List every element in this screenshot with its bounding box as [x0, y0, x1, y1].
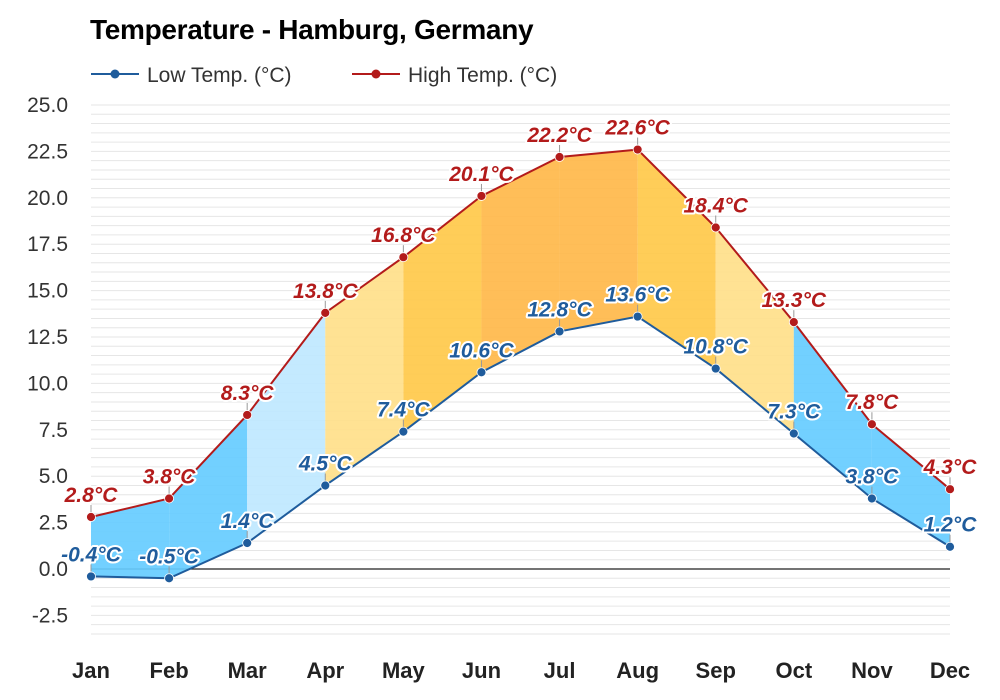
y-tick-label: 22.5 [27, 140, 68, 163]
low-temp-label: -0.5°C [139, 545, 200, 568]
high-temp-label: 18.4°C [684, 194, 749, 217]
low-temp-line [90, 315, 951, 580]
x-tick-label: Dec [930, 658, 970, 683]
high-temp-legend-marker [371, 69, 381, 79]
high-temp-point [476, 191, 487, 201]
range-band [169, 414, 248, 579]
range-band [247, 312, 326, 544]
range-band [871, 424, 950, 547]
high-temp-label: 7.8°C [846, 391, 900, 414]
high-temp-point [710, 222, 721, 233]
range-band [559, 149, 638, 332]
high-temp-point [867, 419, 877, 430]
y-tick-label: 17.5 [27, 233, 68, 256]
low-temp-point [867, 493, 877, 504]
high-temp-label: 20.1°C [448, 163, 514, 186]
low-temp-point [632, 311, 643, 322]
low-temp-point [945, 541, 955, 552]
low-temp-point [164, 573, 174, 584]
low-temp-point [788, 428, 799, 439]
y-tick-label: 10.0 [27, 372, 68, 395]
series-points [86, 137, 955, 584]
range-band [325, 257, 404, 486]
low-temp-label: 4.5°C [298, 452, 353, 475]
y-tick-label: 5.0 [39, 465, 68, 488]
low-temp-point [86, 571, 96, 582]
low-temp-label: 1.2°C [924, 514, 978, 537]
high-temp-point [788, 317, 799, 328]
low-temp-point [242, 538, 253, 548]
legend: Low Temp. (°C) High Temp. (°C) [91, 64, 557, 87]
low-temp-label: -0.4°C [61, 543, 122, 566]
low-temp-point [320, 480, 331, 491]
x-tick-label: Sep [696, 658, 736, 683]
range-band [715, 227, 794, 434]
low-temp-label: 1.4°C [221, 510, 275, 533]
data-labels: 2.8°C -0.4°C 3.8°C -0.5°C 8.3°C 1.4°C 13.8°C 4.… [59, 115, 979, 571]
high-temp-label: 22.6°C [604, 117, 670, 140]
high-temp-label: 8.3°C [221, 382, 275, 405]
low-temp-legend-label: Low Temp. (°C) [147, 64, 292, 87]
high-temp-point [86, 512, 96, 522]
y-tick-label: 12.5 [27, 326, 68, 349]
y-tick-label: 15.0 [27, 280, 68, 303]
y-tick-label: 25.0 [27, 94, 68, 117]
series-lines [90, 148, 951, 580]
x-tick-label: May [382, 658, 426, 683]
high-temp-point [398, 252, 409, 263]
grid-lines [91, 104, 950, 635]
high-temp-label: 13.8°C [293, 280, 358, 303]
x-tick-label: Mar [228, 658, 268, 683]
range-bands [91, 149, 950, 579]
x-tick-label: Jun [462, 658, 501, 683]
low-temp-point [710, 363, 721, 374]
high-temp-point [242, 410, 253, 420]
range-band [481, 156, 560, 373]
range-band [403, 195, 482, 432]
high-temp-point [945, 484, 955, 495]
low-temp-point [476, 367, 487, 378]
high-temp-label: 13.3°C [762, 289, 827, 312]
low-temp-label: 3.8°C [846, 465, 900, 488]
y-tick-label: -2.5 [32, 604, 68, 627]
low-temp-legend-marker [110, 69, 120, 79]
x-tick-label: Oct [775, 658, 812, 683]
x-tick-label: Jan [72, 658, 110, 683]
high-temp-point [164, 493, 174, 504]
high-temp-point [554, 152, 565, 162]
low-temp-point [398, 426, 409, 437]
x-tick-label: Apr [306, 658, 344, 683]
x-tick-label: Aug [616, 658, 659, 683]
low-temp-label: 7.3°C [767, 401, 821, 424]
high-temp-legend-label: High Temp. (°C) [408, 64, 557, 87]
high-temp-label: 3.8°C [143, 465, 197, 488]
high-temp-line [90, 148, 951, 519]
y-tick-label: 7.5 [39, 419, 68, 442]
range-band [793, 322, 872, 499]
x-tick-label: Nov [851, 658, 893, 683]
low-temp-label: 13.6°C [605, 284, 670, 307]
y-tick-label: 0.0 [39, 558, 68, 581]
x-tick-label: Feb [150, 658, 189, 683]
high-temp-label: 22.2°C [526, 124, 592, 147]
high-temp-label: 4.3°C [923, 456, 978, 479]
high-temp-label: 2.8°C [64, 484, 119, 507]
range-band [637, 149, 716, 369]
y-tick-label: 2.5 [39, 512, 68, 535]
low-temp-label: 7.4°C [377, 399, 431, 422]
x-tick-label: Jul [544, 658, 576, 683]
low-temp-point [554, 326, 565, 337]
high-temp-point [320, 307, 331, 318]
low-temp-label: 10.6°C [449, 339, 514, 362]
high-temp-label: 16.8°C [371, 224, 436, 247]
low-temp-label: 12.8°C [527, 298, 592, 321]
y-tick-label: 20.0 [27, 187, 68, 210]
high-temp-point [632, 144, 643, 155]
axis-tick-labels: 25.0 22.5 20.0 17.5 15.0 12.5 10.0 7.5 5.0 2.5 0.0… [27, 94, 970, 683]
chart-title: Temperature - Hamburg, Germany [90, 14, 534, 45]
range-band [91, 498, 170, 579]
low-temp-label: 10.8°C [684, 336, 749, 359]
